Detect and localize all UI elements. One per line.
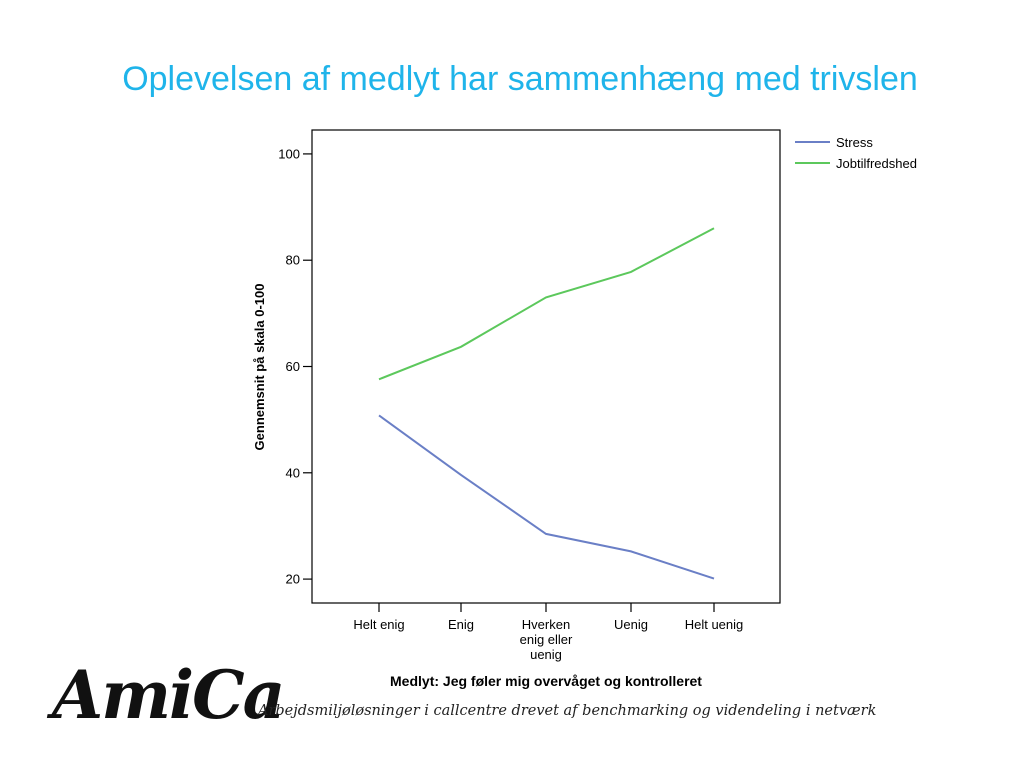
x-axis-label: Medlyt: Jeg føler mig overvåget og kontr… [390,673,702,689]
plot-frame [311,129,781,604]
legend-label: Jobtilfredshed [836,156,917,171]
chart-axes: 20 40 60 80 100 Helt enig Enig Hverken enig elle… [252,129,781,689]
y-tick-label: 40 [286,465,300,480]
y-tick-label: 20 [286,572,300,587]
y-axis-label: Gennemsnit på skala 0-100 [252,284,267,451]
slide-title: Oplevelsen af medlyt har sammenhæng med … [122,60,918,98]
x-tick-label: Helt uenig [685,617,744,632]
chart-series [378,227,715,580]
x-tick-label: Enig [448,617,474,632]
y-tick-label: 100 [278,146,300,161]
chart-legend: Stress Jobtilfredshed [795,135,917,171]
x-tick-label: Uenig [614,617,648,632]
series-line-jobtilfredshed [378,227,715,381]
tagline: Arbejdsmiljøløsninger i callcentre dreve… [258,703,877,719]
x-tick-label: Helt enig [353,617,404,632]
series-line-stress [378,414,715,580]
legend-label: Stress [836,135,873,150]
x-tick-label: Hverken enig eller uenig [520,617,573,662]
y-tick-label: 60 [286,359,300,374]
y-tick-label: 80 [286,253,300,268]
amica-logo: AmiCa [52,656,285,734]
